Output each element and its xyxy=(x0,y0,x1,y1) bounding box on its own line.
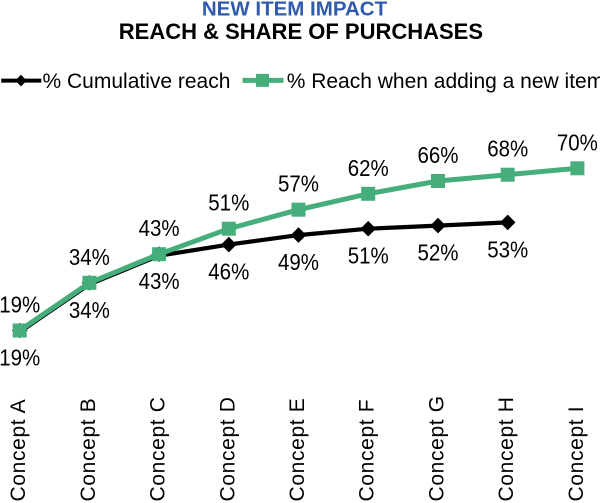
svg-text:51%: 51% xyxy=(208,190,249,216)
svg-text:49%: 49% xyxy=(278,249,319,275)
svg-text:66%: 66% xyxy=(418,142,459,168)
svg-text:68%: 68% xyxy=(487,136,528,162)
svg-text:Concept B: Concept B xyxy=(77,398,100,502)
svg-text:Concept G: Concept G xyxy=(426,395,449,501)
svg-text:52%: 52% xyxy=(418,240,459,266)
svg-text:REACH & SHARE OF PURCHASES: REACH & SHARE OF PURCHASES xyxy=(119,19,483,44)
svg-text:% Reach when adding a new item: % Reach when adding a new item xyxy=(287,70,600,93)
svg-text:62%: 62% xyxy=(348,155,389,181)
svg-text:57%: 57% xyxy=(278,171,319,197)
svg-text:19%: 19% xyxy=(0,292,40,318)
svg-text:34%: 34% xyxy=(69,244,110,270)
svg-text:Concept I: Concept I xyxy=(565,406,588,502)
svg-text:Concept A: Concept A xyxy=(7,399,30,502)
svg-text:Concept D: Concept D xyxy=(216,396,239,501)
svg-text:34%: 34% xyxy=(69,297,110,323)
svg-text:% Cumulative reach: % Cumulative reach xyxy=(43,70,231,93)
svg-text:53%: 53% xyxy=(487,236,528,262)
svg-text:Concept E: Concept E xyxy=(286,398,309,502)
svg-text:Concept F: Concept F xyxy=(356,399,379,502)
svg-text:Concept H: Concept H xyxy=(495,396,518,501)
svg-text:51%: 51% xyxy=(348,243,389,269)
svg-text:Concept C: Concept C xyxy=(147,396,170,501)
svg-text:43%: 43% xyxy=(139,268,180,294)
svg-text:70%: 70% xyxy=(557,129,598,155)
svg-text:46%: 46% xyxy=(208,259,249,285)
svg-text:43%: 43% xyxy=(139,215,180,241)
svg-text:NEW ITEM IMPACT: NEW ITEM IMPACT xyxy=(202,0,388,20)
svg-text:19%: 19% xyxy=(0,345,40,371)
